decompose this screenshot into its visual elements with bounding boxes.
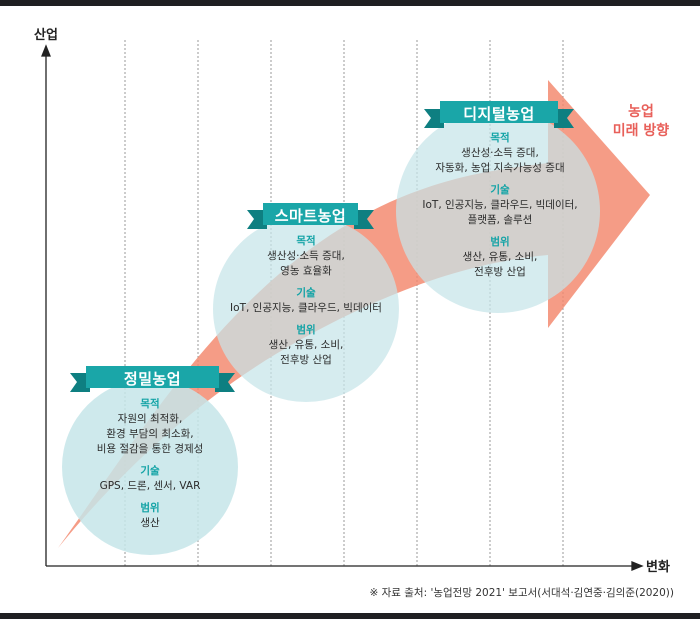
ribbon-precision xyxy=(70,366,235,392)
future-line-1: 농업 xyxy=(628,104,654,120)
stage-title-smart: 스마트농업 xyxy=(274,207,347,225)
technology-text: IoT, 인공지능, 클라우드, 빅데이터, 플랫폼, 솔루션 xyxy=(422,199,578,226)
purpose-heading: 목적 xyxy=(296,235,316,247)
source-note: ※ 자료 출처: '농업전망 2021' 보고서(서대석·김연중·김의준(202… xyxy=(369,587,674,599)
stage-details-digital: 목적 생산성·소득 증대, 자동화, 농업 지속가능성 증대 기술 IoT, 인… xyxy=(410,128,590,280)
technology-text: GPS, 드론, 센서, VAR xyxy=(99,480,201,492)
purpose-heading: 목적 xyxy=(490,132,510,144)
technology-text: IoT, 인공지능, 클라우드, 빅데이터 xyxy=(230,302,382,314)
purpose-text: 생산성·소득 증대, 영농 효율화 xyxy=(267,250,345,277)
ribbon-smart xyxy=(247,203,374,229)
scope-text: 생산 xyxy=(140,517,160,529)
stage-details-smart: 목적 생산성·소득 증대, 영농 효율화 기술 IoT, 인공지능, 클라우드,… xyxy=(216,231,396,368)
purpose-text: 자원의 최적화, 환경 부담의 최소화, 비용 절감을 통한 경제성 xyxy=(96,413,204,455)
x-axis-label: 변화 xyxy=(646,560,670,575)
future-direction-label: 농업 미래 방향 xyxy=(600,103,682,141)
scope-text: 생산, 유통, 소비, 전후방 산업 xyxy=(268,339,344,366)
circle-smart xyxy=(213,216,399,402)
circle-precision xyxy=(62,379,238,555)
ribbon-digital xyxy=(424,101,574,128)
technology-heading: 기술 xyxy=(140,465,160,477)
technology-heading: 기술 xyxy=(296,287,316,299)
axes xyxy=(41,44,644,571)
scope-heading: 범위 xyxy=(296,324,316,336)
scope-heading: 범위 xyxy=(140,502,160,514)
purpose-heading: 목적 xyxy=(140,398,160,410)
top-border xyxy=(0,0,700,6)
stage-title-precision: 정밀농업 xyxy=(123,370,182,388)
circle-digital xyxy=(396,109,600,313)
scope-text: 생산, 유통, 소비, 전후방 산업 xyxy=(462,251,538,278)
future-line-2: 미래 방향 xyxy=(612,123,670,139)
scope-heading: 범위 xyxy=(490,236,510,248)
bottom-border xyxy=(0,613,700,619)
stage-title-digital: 디지털농업 xyxy=(463,105,535,123)
purpose-text: 생산성·소득 증대, 자동화, 농업 지속가능성 증대 xyxy=(435,147,565,174)
technology-heading: 기술 xyxy=(490,184,510,196)
stage-details-precision: 목적 자원의 최적화, 환경 부담의 최소화, 비용 절감을 통한 경제성 기술… xyxy=(70,394,230,531)
y-axis-label: 산업 xyxy=(34,28,58,43)
